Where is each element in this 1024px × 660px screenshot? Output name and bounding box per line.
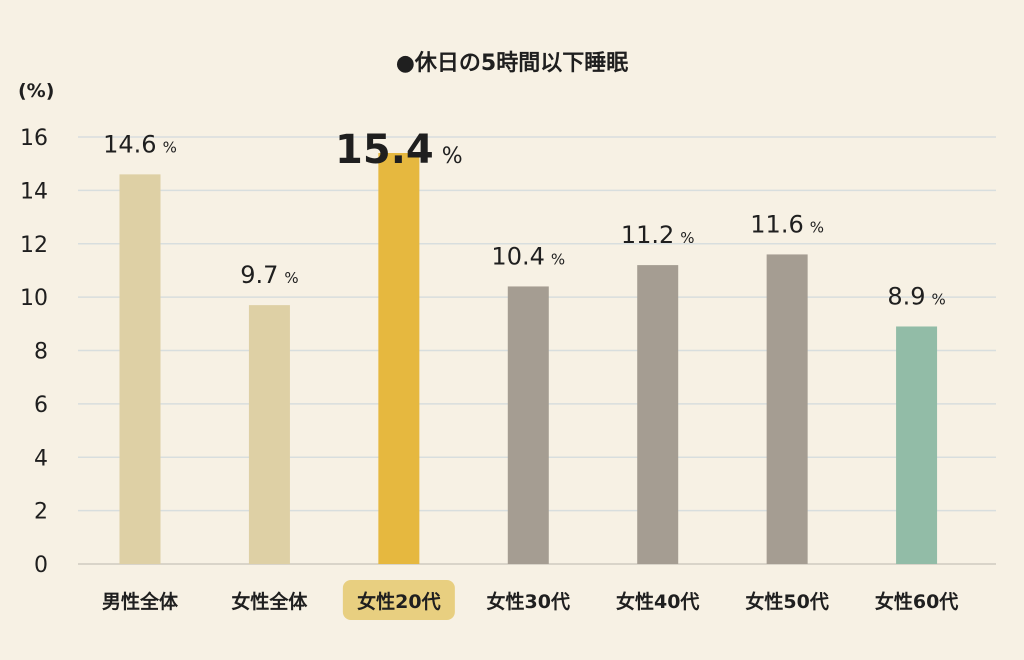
y-tick-label: 4 bbox=[34, 446, 48, 471]
y-tick-label: 14 bbox=[20, 179, 48, 204]
y-tick-label: 6 bbox=[34, 393, 48, 418]
value-label: 11.2% bbox=[621, 221, 695, 249]
highlight-label-background bbox=[342, 580, 455, 620]
category-label: 女性全体 bbox=[231, 590, 308, 613]
bars bbox=[119, 153, 938, 565]
category-label: 男性全体 bbox=[102, 590, 179, 613]
value-label: 11.6% bbox=[750, 210, 824, 238]
y-tick-label: 16 bbox=[20, 126, 48, 151]
y-axis-unit-label: (%) bbox=[18, 80, 54, 102]
y-tick-label: 8 bbox=[34, 340, 48, 365]
y-tick-label: 2 bbox=[34, 500, 48, 525]
category-label: 女性60代 bbox=[875, 590, 958, 613]
y-tick-label: 12 bbox=[20, 233, 48, 258]
value-label: 14.6% bbox=[103, 130, 177, 158]
category-label: 女性20代 bbox=[357, 590, 440, 613]
value-label: 8.9% bbox=[887, 282, 945, 310]
bar-1 bbox=[119, 174, 161, 565]
category-label: 女性40代 bbox=[616, 590, 699, 613]
category-label: 女性50代 bbox=[745, 590, 828, 613]
y-tick-label: 10 bbox=[20, 286, 48, 311]
bar-6 bbox=[766, 254, 808, 565]
bar-3 bbox=[378, 153, 420, 564]
bar-5 bbox=[637, 265, 679, 564]
value-label: 15.4% bbox=[335, 127, 463, 173]
category-labels: 男性全体 女性全体 女性20代 女性30代 女性40代 女性50代 女性60代 bbox=[102, 580, 958, 620]
value-labels: 14.6 % 9.7 % 15.4 % 10.4 % 11.2% 11.6 % 8.9% bbox=[103, 127, 946, 310]
bar-4 bbox=[507, 286, 549, 564]
value-label: 10.4% bbox=[491, 242, 565, 270]
chart-title: ●休日の5時間以下睡眠 bbox=[396, 51, 629, 76]
value-label: 9.7% bbox=[240, 261, 298, 289]
category-label: 女性30代 bbox=[487, 590, 570, 613]
y-axis-ticks: 0 2 4 6 8 10 12 14 16 bbox=[20, 126, 48, 578]
bar-7 bbox=[896, 326, 938, 564]
bar-2 bbox=[248, 305, 290, 564]
y-tick-label: 0 bbox=[34, 553, 48, 578]
